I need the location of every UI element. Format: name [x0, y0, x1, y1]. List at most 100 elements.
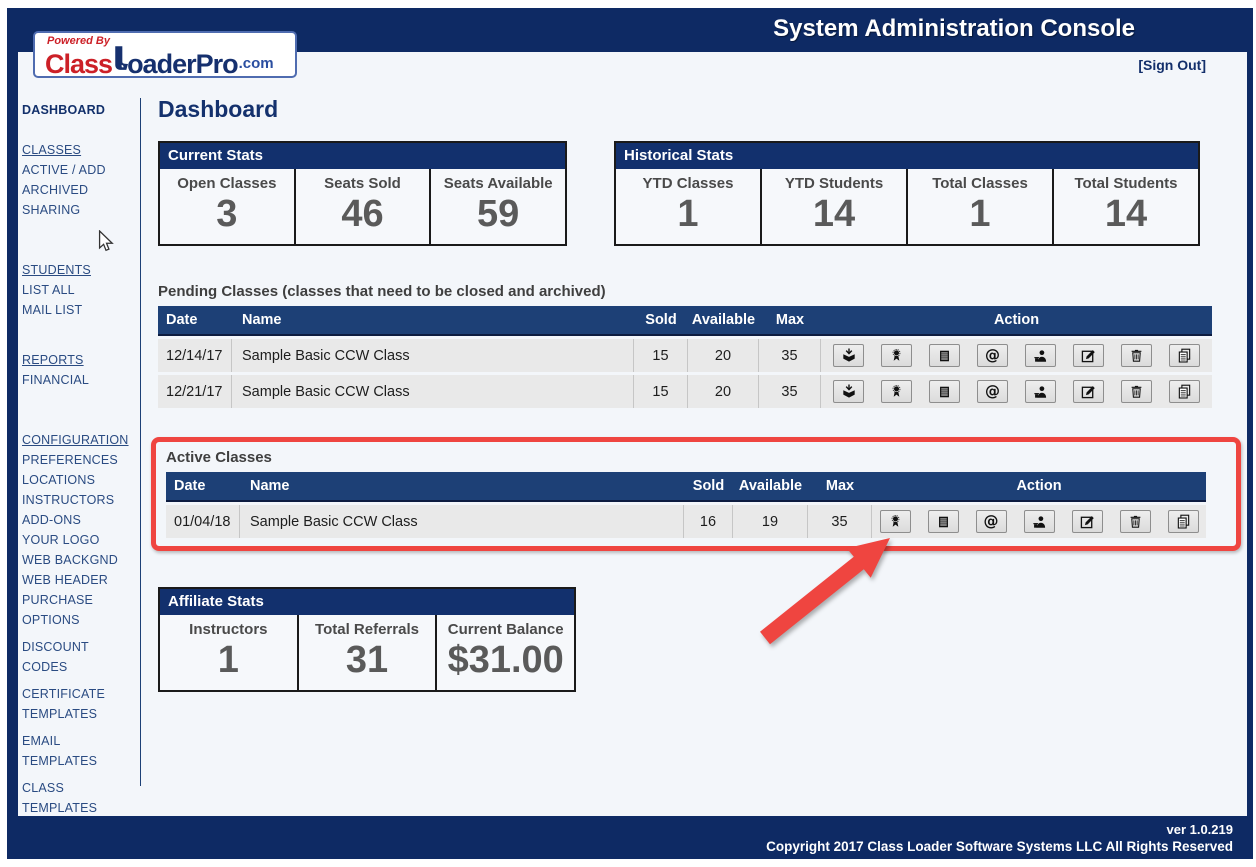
- page-title: Dashboard: [158, 96, 279, 122]
- sidebar-item-classes[interactable]: CLASSES: [22, 143, 82, 157]
- sidebar-item-web-header[interactable]: WEB HEADER: [22, 573, 109, 587]
- sidebar-item-list-all[interactable]: LIST ALL: [22, 283, 75, 297]
- copy-button[interactable]: [1169, 344, 1200, 367]
- class-sold: 15: [634, 339, 688, 372]
- roster-icon: [938, 349, 951, 363]
- certificate-button[interactable]: [881, 344, 912, 367]
- class-actions: @: [821, 375, 1212, 408]
- roster-icon: [937, 515, 950, 529]
- stat-ytd-students: YTD Students 14: [762, 169, 908, 244]
- email-icon: @: [985, 346, 1000, 364]
- logo-text-loaderpro: oaderPro: [127, 49, 239, 79]
- roster-button[interactable]: [927, 510, 959, 533]
- class-actions: @: [872, 505, 1206, 538]
- edit-icon: [1081, 348, 1096, 363]
- sidebar-item-financial[interactable]: FINANCIAL: [22, 373, 90, 387]
- class-name: Sample Basic CCW Class: [240, 505, 684, 538]
- sidebar-item-archived[interactable]: ARCHIVED: [22, 183, 89, 197]
- students-icon: [1032, 515, 1047, 529]
- email-button[interactable]: @: [977, 344, 1008, 367]
- students-button[interactable]: [1023, 510, 1055, 533]
- edit-button[interactable]: [1073, 380, 1104, 403]
- stat-ytd-classes: YTD Classes 1: [616, 169, 762, 244]
- copy-button[interactable]: [1169, 380, 1200, 403]
- delete-icon: [1130, 348, 1143, 363]
- class-name: Sample Basic CCW Class: [232, 375, 634, 408]
- students-icon: [1033, 385, 1048, 399]
- archive-button[interactable]: [833, 380, 864, 403]
- sidebar-item-discount-codes[interactable]: DISCOUNT CODES: [22, 640, 89, 674]
- sidebar-item-students[interactable]: STUDENTS: [22, 263, 91, 277]
- sign-out-link[interactable]: [Sign Out]: [1138, 57, 1206, 73]
- class-available: 19: [733, 505, 808, 538]
- students-button[interactable]: [1025, 344, 1056, 367]
- email-button[interactable]: @: [975, 510, 1007, 533]
- sidebar-nav: DASHBOARD CLASSES ACTIVE / ADD ARCHIVED SHAR…: [22, 100, 136, 825]
- pending-table-header: Date Name Sold Available Max Action: [158, 306, 1212, 336]
- class-name: Sample Basic CCW Class: [232, 339, 634, 372]
- active-classes-title: Active Classes: [166, 449, 272, 466]
- sidebar-item-active-add[interactable]: ACTIVE / ADD: [22, 163, 106, 177]
- current-stats-title: Current Stats: [160, 143, 565, 169]
- edit-icon: [1081, 384, 1096, 399]
- delete-icon: [1129, 514, 1142, 529]
- sidebar-item-email-templates[interactable]: EMAIL TEMPLATES: [22, 734, 98, 768]
- copy-button[interactable]: [1167, 510, 1199, 533]
- stat-open-classes: Open Classes 3: [160, 169, 296, 244]
- edit-icon: [1080, 514, 1095, 529]
- historical-stats-title: Historical Stats: [616, 143, 1198, 169]
- pending-class-row: 12/21/17 Sample Basic CCW Class 15 20 35…: [158, 375, 1212, 408]
- sidebar-item-class-templates[interactable]: CLASS TEMPLATES: [22, 781, 98, 815]
- logo-text-com: .com: [238, 55, 274, 72]
- class-available: 20: [688, 339, 759, 372]
- sidebar-item-certificate-templates[interactable]: CERTIFICATE TEMPLATES: [22, 687, 105, 721]
- active-class-row: 01/04/18 Sample Basic CCW Class 16 19 35…: [166, 505, 1206, 538]
- logo-powered-by: Powered By: [47, 35, 110, 47]
- certificate-button[interactable]: [879, 510, 911, 533]
- archive-button[interactable]: [833, 344, 864, 367]
- sidebar-divider: [140, 98, 141, 786]
- roster-button[interactable]: [929, 344, 960, 367]
- class-sold: 15: [634, 375, 688, 408]
- email-icon: @: [983, 512, 999, 530]
- students-button[interactable]: [1025, 380, 1056, 403]
- sidebar-item-reports[interactable]: REPORTS: [22, 353, 84, 367]
- stat-total-referrals: Total Referrals 31: [299, 615, 438, 690]
- sidebar-item-add-ons[interactable]: ADD-ONS: [22, 513, 82, 527]
- copy-icon: [1177, 384, 1192, 399]
- delete-button[interactable]: [1121, 380, 1152, 403]
- class-sold: 16: [684, 505, 733, 538]
- sidebar-item-dashboard: DASHBOARD: [22, 103, 106, 117]
- sidebar-item-purchase-options[interactable]: PURCHASE OPTIONS: [22, 593, 94, 627]
- pending-classes-table: Date Name Sold Available Max Action 12/1…: [158, 306, 1212, 408]
- delete-button[interactable]: [1119, 510, 1151, 533]
- sidebar-item-your-logo[interactable]: YOUR LOGO: [22, 533, 100, 547]
- sidebar-item-locations[interactable]: LOCATIONS: [22, 473, 96, 487]
- roster-icon: [938, 385, 951, 399]
- sidebar-item-mail-list[interactable]: MAIL LIST: [22, 303, 83, 317]
- stat-seats-available: Seats Available 59: [443, 175, 553, 235]
- sidebar-item-preferences[interactable]: PREFERENCES: [22, 453, 118, 467]
- sidebar-item-web-backgnd[interactable]: WEB BACKGND: [22, 553, 118, 567]
- stat-current-balance: Current Balance $31.00: [447, 621, 564, 681]
- email-button[interactable]: @: [977, 380, 1008, 403]
- roster-button[interactable]: [929, 380, 960, 403]
- delete-icon: [1130, 384, 1143, 399]
- sidebar-item-sharing[interactable]: SHARING: [22, 203, 81, 217]
- class-max: 35: [808, 505, 872, 538]
- annotation-arrow-icon: [745, 520, 910, 660]
- edit-button[interactable]: [1071, 510, 1103, 533]
- logo-text-class: Class: [45, 49, 113, 79]
- sidebar-item-configuration[interactable]: CONFIGURATION: [22, 433, 129, 447]
- edit-button[interactable]: [1073, 344, 1104, 367]
- sidebar-item-instructors[interactable]: INSTRUCTORS: [22, 493, 115, 507]
- footer-bar: ver 1.0.219 Copyright 2017 Class Loader …: [7, 816, 1253, 859]
- class-date: 12/14/17: [158, 339, 232, 372]
- certificate-button[interactable]: [881, 380, 912, 403]
- active-classes-table: Date Name Sold Available Max Action 01/0…: [166, 472, 1206, 538]
- class-actions: @: [821, 339, 1212, 372]
- delete-button[interactable]: [1121, 344, 1152, 367]
- certificate-icon: [890, 384, 903, 399]
- current-stats-panel: Current Stats Open Classes 3 Seats Sold …: [158, 141, 567, 246]
